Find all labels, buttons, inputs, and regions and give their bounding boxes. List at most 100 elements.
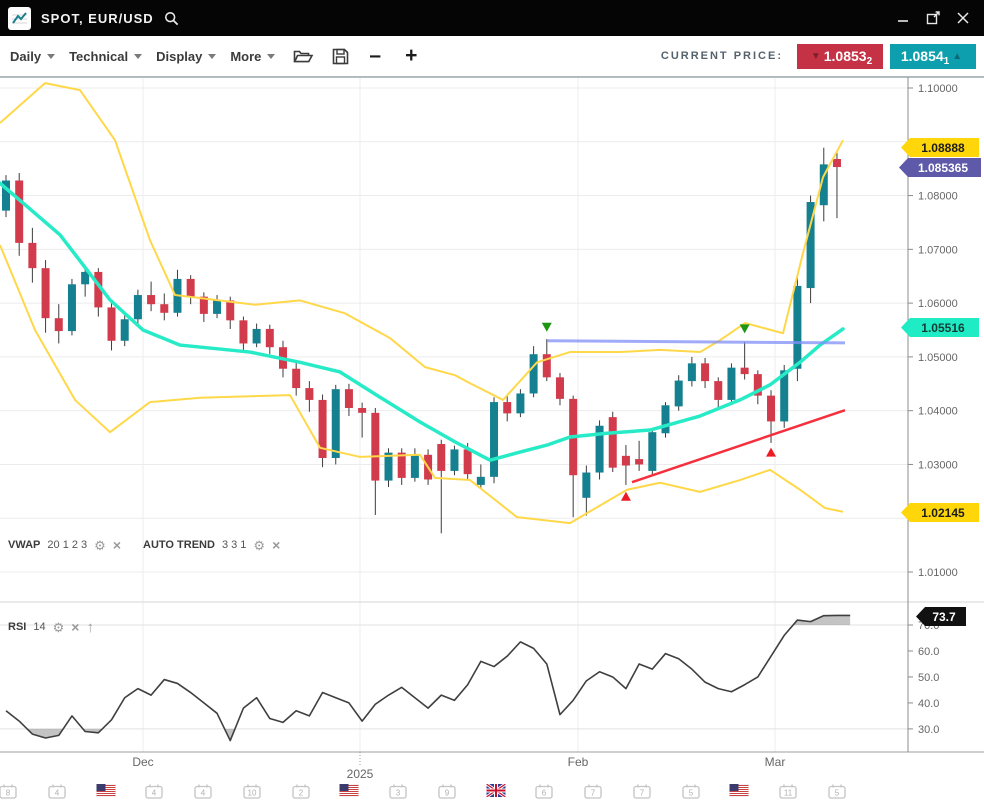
svg-text:Mar: Mar	[765, 755, 786, 769]
svg-text:1.04000: 1.04000	[918, 406, 958, 418]
gear-icon[interactable]: ⚙	[52, 619, 65, 635]
svg-text:4: 4	[55, 789, 60, 798]
svg-text:7: 7	[640, 789, 645, 798]
menu-timeframe[interactable]: Daily	[10, 48, 56, 64]
svg-text:1.10000: 1.10000	[918, 83, 958, 95]
svg-text:5: 5	[688, 789, 693, 798]
calendar-icon[interactable]: 8	[0, 784, 17, 804]
svg-text:60.0: 60.0	[918, 646, 939, 658]
toolbar: Daily Technical Display More – + CURRENT…	[0, 36, 984, 78]
calendar-icon[interactable]: 4	[145, 784, 163, 804]
svg-text:30.0: 30.0	[918, 724, 939, 736]
vwap-value-badge: 1.05516	[901, 318, 979, 337]
calendar-icon[interactable]: 11	[779, 784, 797, 804]
chart-canvas[interactable]: 1.100001.090001.080001.070001.060001.050…	[0, 77, 984, 806]
zoom-out-button[interactable]: –	[369, 44, 382, 67]
calendar-icon[interactable]: 7	[633, 784, 651, 804]
zoom-in-button[interactable]: +	[405, 44, 418, 67]
bid-price-badge: ▼ 1.0853 2	[797, 43, 883, 69]
ask-price-badge: 1.0854 1 ▲	[890, 43, 976, 69]
auto-trend-legend-params: 3 3 1	[221, 539, 247, 551]
svg-text:Dec: Dec	[132, 755, 153, 769]
bid-price: 1.0853	[823, 48, 867, 64]
calendar-icon[interactable]: 5	[828, 784, 846, 804]
svg-text:11: 11	[784, 789, 793, 798]
svg-text:5: 5	[835, 789, 840, 798]
calendar-icon[interactable]: 9	[438, 784, 456, 804]
last-price-badge: 1.085365	[899, 158, 981, 177]
menu-more[interactable]: More	[230, 49, 276, 64]
menu-technical[interactable]: Technical	[69, 48, 143, 64]
vwap-legend-params: 20 1 2 3	[47, 539, 88, 551]
chevron-down-icon	[267, 53, 276, 59]
calendar-icon[interactable]: 2	[291, 784, 310, 804]
gear-icon[interactable]: ⚙	[253, 537, 266, 553]
close-icon[interactable]: ×	[272, 536, 281, 553]
svg-text:2025: 2025	[347, 767, 374, 781]
rsi-legend: RSI 14 ⚙ × ↑	[8, 618, 94, 636]
search-icon[interactable]	[164, 11, 179, 26]
app-logo-icon	[8, 6, 31, 30]
ask-price: 1.0854	[900, 48, 944, 64]
svg-text:7: 7	[591, 789, 596, 798]
rsi-legend-params: 14	[33, 621, 46, 633]
chevron-down-icon	[47, 53, 56, 59]
svg-text:1.01000: 1.01000	[918, 567, 958, 579]
auto-trend-legend-name: AUTO TREND	[143, 539, 215, 551]
us-flag-icon[interactable]	[339, 783, 360, 802]
svg-text:9: 9	[445, 789, 450, 798]
vwap-legend-name: VWAP	[8, 539, 41, 551]
calendar-icon[interactable]: 5	[682, 784, 700, 804]
close-icon[interactable]	[952, 7, 974, 29]
gear-icon[interactable]: ⚙	[94, 537, 106, 553]
close-icon[interactable]: ×	[112, 536, 122, 553]
date-icon-strip: 8 4 4 4 10 2 3 9 6 7 7 5 11 5	[0, 781, 984, 806]
calendar-icon[interactable]: 6	[535, 784, 554, 804]
calendar-icon[interactable]: 7	[584, 784, 602, 804]
rsi-value-badge: 73.7	[916, 607, 966, 626]
calendar-icon[interactable]: 10	[243, 784, 261, 804]
svg-text:2: 2	[298, 789, 303, 798]
us-flag-icon[interactable]	[729, 783, 750, 802]
menu-display[interactable]: Display	[156, 48, 217, 64]
us-flag-icon[interactable]	[95, 783, 116, 802]
bid-pip: 2	[866, 55, 873, 67]
svg-text:4: 4	[152, 789, 157, 798]
menu-technical-label: Technical	[69, 48, 129, 64]
calendar-icon[interactable]: 3	[389, 784, 407, 804]
uk-flag-icon[interactable]	[485, 782, 506, 802]
title-bar: SPOT, EUR/USD	[0, 0, 984, 36]
chevron-down-icon	[208, 53, 217, 59]
open-folder-icon[interactable]	[293, 48, 314, 64]
svg-text:50.0: 50.0	[918, 672, 939, 684]
current-price-panel: CURRENT PRICE: ▼ 1.0853 2 1.0854 1 ▲	[661, 43, 976, 69]
svg-text:6: 6	[542, 789, 547, 798]
svg-text:1.07000: 1.07000	[918, 244, 958, 256]
move-up-icon[interactable]: ↑	[86, 618, 94, 636]
arrow-down-icon: ▼	[810, 50, 821, 62]
lower-band-value-badge: 1.02145	[901, 503, 979, 522]
svg-text:1.06000: 1.06000	[918, 298, 958, 310]
vwap-legend: VWAP 20 1 2 3 ⚙ × AUTO TREND 3 3 1 ⚙ ×	[8, 536, 281, 553]
calendar-icon[interactable]: 4	[48, 784, 66, 804]
minimize-icon[interactable]	[892, 7, 914, 29]
rsi-legend-name: RSI	[8, 621, 27, 633]
svg-text:Feb: Feb	[568, 755, 589, 769]
svg-text:8: 8	[6, 789, 11, 798]
svg-text:1.05000: 1.05000	[918, 352, 958, 364]
close-icon[interactable]: ×	[71, 618, 80, 635]
arrow-up-icon: ▲	[952, 50, 963, 62]
popout-icon[interactable]	[922, 7, 944, 29]
chevron-down-icon	[134, 53, 143, 59]
svg-text:10: 10	[247, 789, 256, 798]
symbol-title: SPOT, EUR/USD	[41, 10, 154, 26]
menu-timeframe-label: Daily	[10, 48, 42, 64]
window-controls	[892, 7, 974, 29]
ask-pip: 1	[943, 55, 950, 67]
calendar-icon[interactable]: 4	[194, 784, 212, 804]
session-high-badge: 1.08888	[901, 138, 979, 157]
save-icon[interactable]	[332, 48, 349, 65]
menu-display-label: Display	[156, 48, 203, 64]
svg-text:4: 4	[201, 789, 206, 798]
